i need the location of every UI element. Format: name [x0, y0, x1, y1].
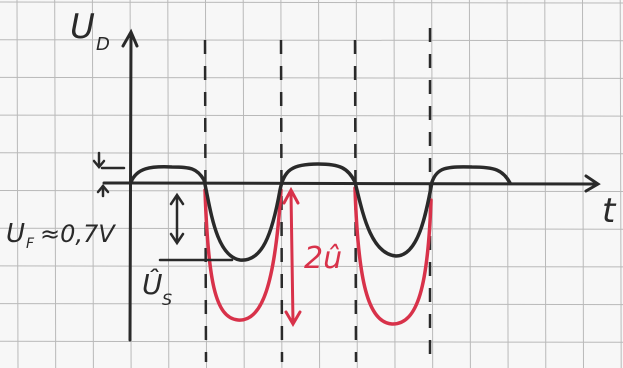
axes [102, 28, 601, 342]
grid-line-vertical [91, 0, 94, 368]
grid-line-horizontal [0, 340, 623, 343]
grid-line-horizontal [0, 76, 623, 79]
us-arrow [158, 192, 234, 262]
double-amplitude-head-top [282, 186, 300, 205]
source-half-wave-1 [203, 188, 283, 322]
x-axis [102, 181, 598, 186]
double-amplitude-shaft [289, 191, 295, 324]
y-axis-arrow [121, 28, 139, 48]
grid-line-horizontal [0, 114, 623, 117]
grid-line-horizontal [0, 227, 623, 230]
uf-arrow-bottom-head [96, 184, 110, 194]
source-half-wave-2 [353, 186, 433, 326]
grid-line-vertical [619, 0, 622, 368]
uf-arrow-top-head [92, 159, 106, 169]
forward-voltage-label: U [6, 219, 25, 249]
source-peak-label: Û [142, 267, 163, 301]
double-amplitude-head-bottom [284, 310, 302, 327]
grid-line-horizontal [0, 190, 623, 192]
grid-line-horizontal [0, 152, 623, 155]
grid-line-horizontal [0, 39, 623, 42]
grid-line-horizontal [0, 1, 623, 4]
y-axis-label-sub: D [96, 34, 110, 55]
x-axis-arrow [584, 174, 601, 193]
grid-line-horizontal [0, 265, 623, 268]
source-peak-label-sub: S [162, 290, 172, 309]
forward-voltage-label-sub: F [26, 236, 35, 252]
forward-voltage-value: ≈0,7V [40, 220, 116, 248]
diode-voltage-curve [129, 162, 512, 262]
y-axis-label: U [70, 7, 95, 47]
grid-line-vertical [16, 0, 19, 368]
double-amplitude-arrow [282, 186, 302, 327]
y-axis [128, 32, 133, 342]
grid-line-vertical [54, 0, 57, 368]
x-axis-label: t [602, 191, 617, 231]
grid-line-horizontal [0, 303, 623, 306]
forward-voltage-arrows [92, 151, 126, 198]
us-arrow-head-bottom [169, 232, 185, 246]
double-amplitude-label: 2û [304, 241, 342, 276]
us-arrow-head-top [169, 192, 185, 206]
